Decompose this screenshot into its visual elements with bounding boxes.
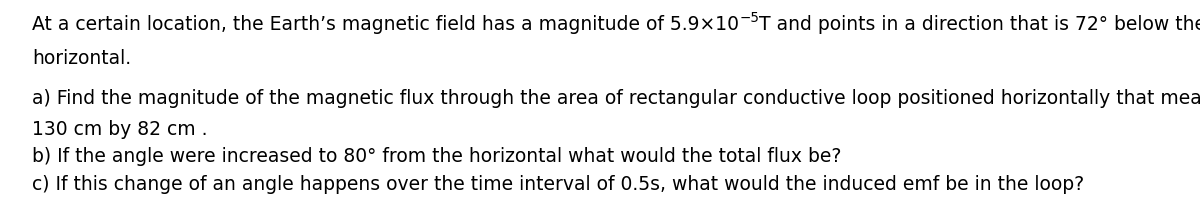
Text: 130 cm by 82 cm .: 130 cm by 82 cm . [32, 121, 208, 139]
Text: a) Find the magnitude of the magnetic flux through the area of rectangular condu: a) Find the magnitude of the magnetic fl… [32, 89, 1200, 108]
Text: −5: −5 [739, 11, 760, 25]
Text: c) If this change of an angle happens over the time interval of 0.5s, what would: c) If this change of an angle happens ov… [32, 175, 1085, 194]
Text: horizontal.: horizontal. [32, 49, 132, 68]
Text: T and points in a direction that is 72° below the: T and points in a direction that is 72° … [760, 16, 1200, 34]
Text: b) If the angle were increased to 80° from the horizontal what would the total f: b) If the angle were increased to 80° fr… [32, 147, 841, 166]
Text: At a certain location, the Earth’s magnetic field has a magnitude of 5.9×10: At a certain location, the Earth’s magne… [32, 16, 739, 34]
